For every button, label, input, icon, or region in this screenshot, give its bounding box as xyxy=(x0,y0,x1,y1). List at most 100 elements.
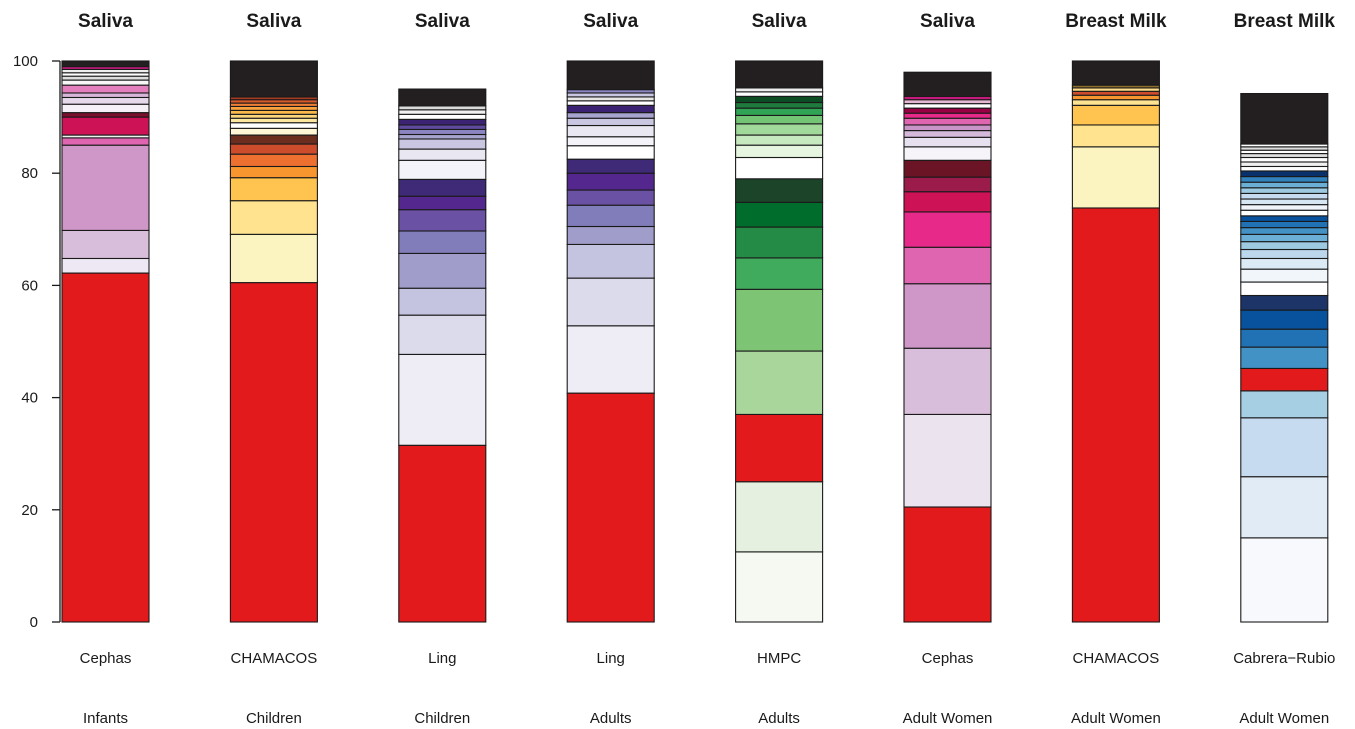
bar-segment xyxy=(903,191,992,213)
bar-segment xyxy=(1240,198,1329,206)
study-label: HMPC xyxy=(757,650,801,667)
bar-segment xyxy=(903,347,992,415)
bar-segment xyxy=(61,257,150,274)
bar-segment xyxy=(61,75,150,81)
bar-segment xyxy=(903,136,992,148)
bar-segment xyxy=(903,413,992,508)
bar-segment xyxy=(735,551,824,623)
bar-segment xyxy=(903,71,992,97)
bar-segment xyxy=(566,92,655,98)
bar-segment xyxy=(566,204,655,228)
study-label: Cephas xyxy=(80,650,132,667)
bar-segment xyxy=(1240,367,1329,392)
group-label: Adult Women xyxy=(1071,710,1161,727)
bar-segment xyxy=(566,60,655,91)
bar-segment xyxy=(1240,257,1329,270)
bar-stack xyxy=(61,60,150,623)
bar-segment xyxy=(1240,209,1329,217)
bar-segment xyxy=(566,104,655,114)
bar-segment xyxy=(398,124,487,130)
bar-segment xyxy=(1240,268,1329,283)
bar-segment xyxy=(229,143,318,155)
study-label: Ling xyxy=(597,650,625,667)
bar-segment xyxy=(1071,99,1160,106)
bar-title: Breast Milk xyxy=(1065,11,1167,32)
bar-segment xyxy=(229,282,318,623)
bar-segment xyxy=(1071,60,1160,86)
bar-segment xyxy=(566,172,655,191)
bar-title: Saliva xyxy=(752,11,807,32)
bar-title: Saliva xyxy=(78,11,133,32)
bar-segment xyxy=(903,99,992,105)
bar-segment xyxy=(398,444,487,623)
bar-segment xyxy=(398,148,487,161)
bar-segment xyxy=(735,144,824,159)
bar-segment xyxy=(1240,170,1329,178)
bar-segment xyxy=(566,277,655,327)
bar-segment xyxy=(1240,220,1329,229)
bar-titles: Saliva Saliva Saliva Saliva Saliva Saliva Brea… xyxy=(78,11,1335,32)
group-labels: Infants Children Children Adults Adults Adult… xyxy=(83,710,1329,727)
bar-segment xyxy=(903,506,992,623)
group-label: Children xyxy=(414,710,470,727)
bar-segment xyxy=(566,145,655,160)
bar-segment xyxy=(735,350,824,415)
bar-segment xyxy=(61,92,150,99)
bar-segment xyxy=(229,60,318,98)
bar-segment xyxy=(398,105,487,111)
bar-segment xyxy=(735,288,824,352)
bar-segment xyxy=(398,195,487,211)
bar-segment xyxy=(735,134,824,146)
y-axis: 0 20 40 60 80 100 xyxy=(13,53,61,631)
bar-segment xyxy=(1240,390,1329,419)
bar-segment xyxy=(61,144,150,231)
bar-segment xyxy=(229,165,318,179)
bar-segment xyxy=(61,137,150,146)
group-label: Adult Women xyxy=(903,710,993,727)
bar-segment xyxy=(1240,309,1329,330)
bar-segment xyxy=(1071,146,1160,209)
group-label: Infants xyxy=(83,710,128,727)
bar-segment xyxy=(398,118,487,126)
bar-segment xyxy=(1240,181,1329,189)
bar-segment xyxy=(229,233,318,284)
bar-segment xyxy=(903,107,992,114)
bar-segment xyxy=(61,60,150,68)
bar-stack xyxy=(566,60,655,623)
bar-segment xyxy=(229,127,318,136)
bar-segment xyxy=(566,158,655,174)
bar-segment xyxy=(61,79,150,86)
bar-segment xyxy=(566,189,655,206)
bar-segment xyxy=(229,117,318,124)
bar-segment xyxy=(229,153,318,168)
bar-segment xyxy=(735,226,824,259)
bar-segment xyxy=(229,113,318,119)
bar-segment xyxy=(903,146,992,161)
bar-stack xyxy=(229,60,318,623)
bar-segment xyxy=(735,413,824,483)
bar-segment xyxy=(735,60,824,89)
bar-segment xyxy=(398,128,487,136)
bar-title: Saliva xyxy=(246,11,301,32)
bar-segment xyxy=(566,100,655,106)
bar-segment xyxy=(398,113,487,120)
bar-segment xyxy=(1240,294,1329,311)
bar-segment xyxy=(1071,94,1160,101)
group-label: Adults xyxy=(590,710,632,727)
bar-segment xyxy=(735,156,824,180)
bar-segment xyxy=(229,200,318,235)
bar-segment xyxy=(735,107,824,116)
bar-segment xyxy=(229,177,318,202)
bar-segment xyxy=(398,133,487,140)
bar-segment xyxy=(229,122,318,129)
y-tick-label: 0 xyxy=(30,614,38,631)
bar-segment xyxy=(1071,124,1160,148)
bar-segment xyxy=(566,117,655,127)
bar-segment xyxy=(229,134,318,145)
bar-segment xyxy=(1240,204,1329,211)
bar-segment xyxy=(903,176,992,193)
bar-title: Saliva xyxy=(920,11,975,32)
bar-segment xyxy=(566,112,655,119)
bar-segment xyxy=(735,201,824,228)
